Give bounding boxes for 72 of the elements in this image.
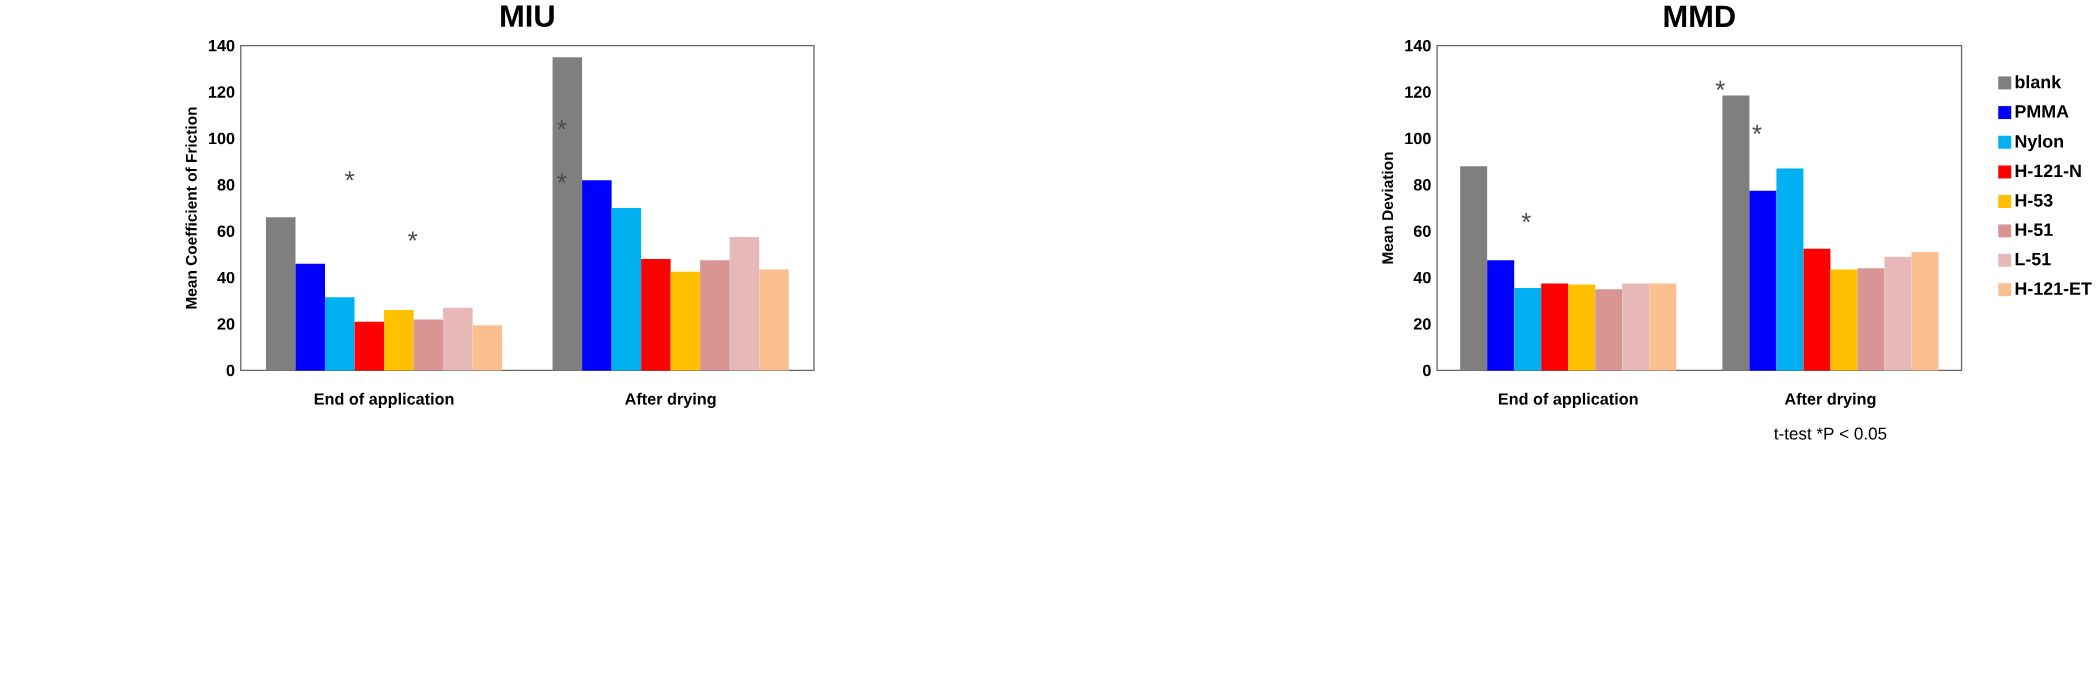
bar <box>1722 95 1750 371</box>
bar <box>1803 248 1831 371</box>
x-tick-label: End of application <box>314 392 454 408</box>
bar <box>582 180 612 371</box>
y-tick-label: 0 <box>226 364 235 377</box>
bar <box>729 236 760 371</box>
legend-label: H-121-ET <box>2015 282 2092 295</box>
annotation: * <box>345 171 355 181</box>
y-tick-label: 120 <box>208 86 235 98</box>
bar <box>611 207 642 371</box>
bar <box>472 325 503 371</box>
bar <box>443 307 473 371</box>
bar <box>1776 168 1804 371</box>
annotation: * <box>1752 124 1762 134</box>
bar <box>670 271 701 371</box>
y-tick-label: 140 <box>1405 39 1431 52</box>
y-axis-title: Mean Coefficient of Friction <box>185 107 197 309</box>
chart-title: MIU <box>501 5 554 27</box>
bar <box>1595 289 1623 371</box>
bar <box>413 319 444 371</box>
y-tick-label: 80 <box>1413 179 1431 191</box>
text: t-test *P < 0.05 <box>1774 427 1887 440</box>
bar <box>295 263 326 371</box>
bar <box>1884 256 1912 371</box>
x-tick-label: End of application <box>1498 392 1638 408</box>
legend-label: Nylon <box>2015 134 2063 152</box>
y-tick-label: 40 <box>1413 271 1431 284</box>
bar <box>265 217 296 371</box>
annotation: * <box>408 231 418 241</box>
bar <box>354 321 385 371</box>
bar <box>1514 287 1542 371</box>
bar <box>1568 284 1596 371</box>
bar <box>552 57 583 371</box>
bar <box>1487 260 1515 371</box>
y-tick-label: 20 <box>1413 318 1431 330</box>
legend-label: H-121-N <box>2015 164 2081 177</box>
y-tick-label: 0 <box>1422 364 1431 377</box>
legend-label: PMMA <box>2015 105 2069 118</box>
y-axis-title: Mean Deviation <box>1381 152 1394 264</box>
legend-label: H-51 <box>2015 223 2053 236</box>
y-tick-label: 60 <box>1413 225 1431 237</box>
bar <box>384 310 414 371</box>
annotation: * <box>557 173 567 183</box>
x-tick-label: After drying <box>1784 392 1876 408</box>
y-tick-label: 100 <box>1405 132 1431 145</box>
bar <box>1622 283 1650 371</box>
bar <box>641 258 671 371</box>
annotation: * <box>1715 80 1725 90</box>
y-tick-label: 120 <box>1405 86 1431 98</box>
legend-label: L-51 <box>2015 252 2051 266</box>
bar <box>1749 190 1777 371</box>
bar <box>1857 268 1885 371</box>
x-tick-label: After drying <box>625 392 716 408</box>
bar <box>759 269 789 371</box>
bar <box>1911 252 1939 371</box>
legend-label: H-53 <box>2015 193 2053 207</box>
y-tick-label: 20 <box>217 318 235 330</box>
bar <box>325 297 355 371</box>
bar <box>1649 283 1677 371</box>
y-tick-label: 60 <box>217 225 235 237</box>
bar <box>1830 269 1858 371</box>
bar <box>700 260 730 371</box>
y-tick-label: 80 <box>217 179 235 191</box>
y-tick-label: 40 <box>217 271 235 284</box>
bar <box>1460 166 1488 371</box>
y-tick-label: 140 <box>208 39 235 52</box>
legend-label: blank <box>2015 75 2062 89</box>
annotation: * <box>557 120 567 130</box>
bar <box>1541 283 1569 371</box>
chart-title: MMD <box>1664 5 1735 27</box>
annotation: * <box>1521 212 1531 223</box>
y-tick-label: 100 <box>208 132 235 145</box>
